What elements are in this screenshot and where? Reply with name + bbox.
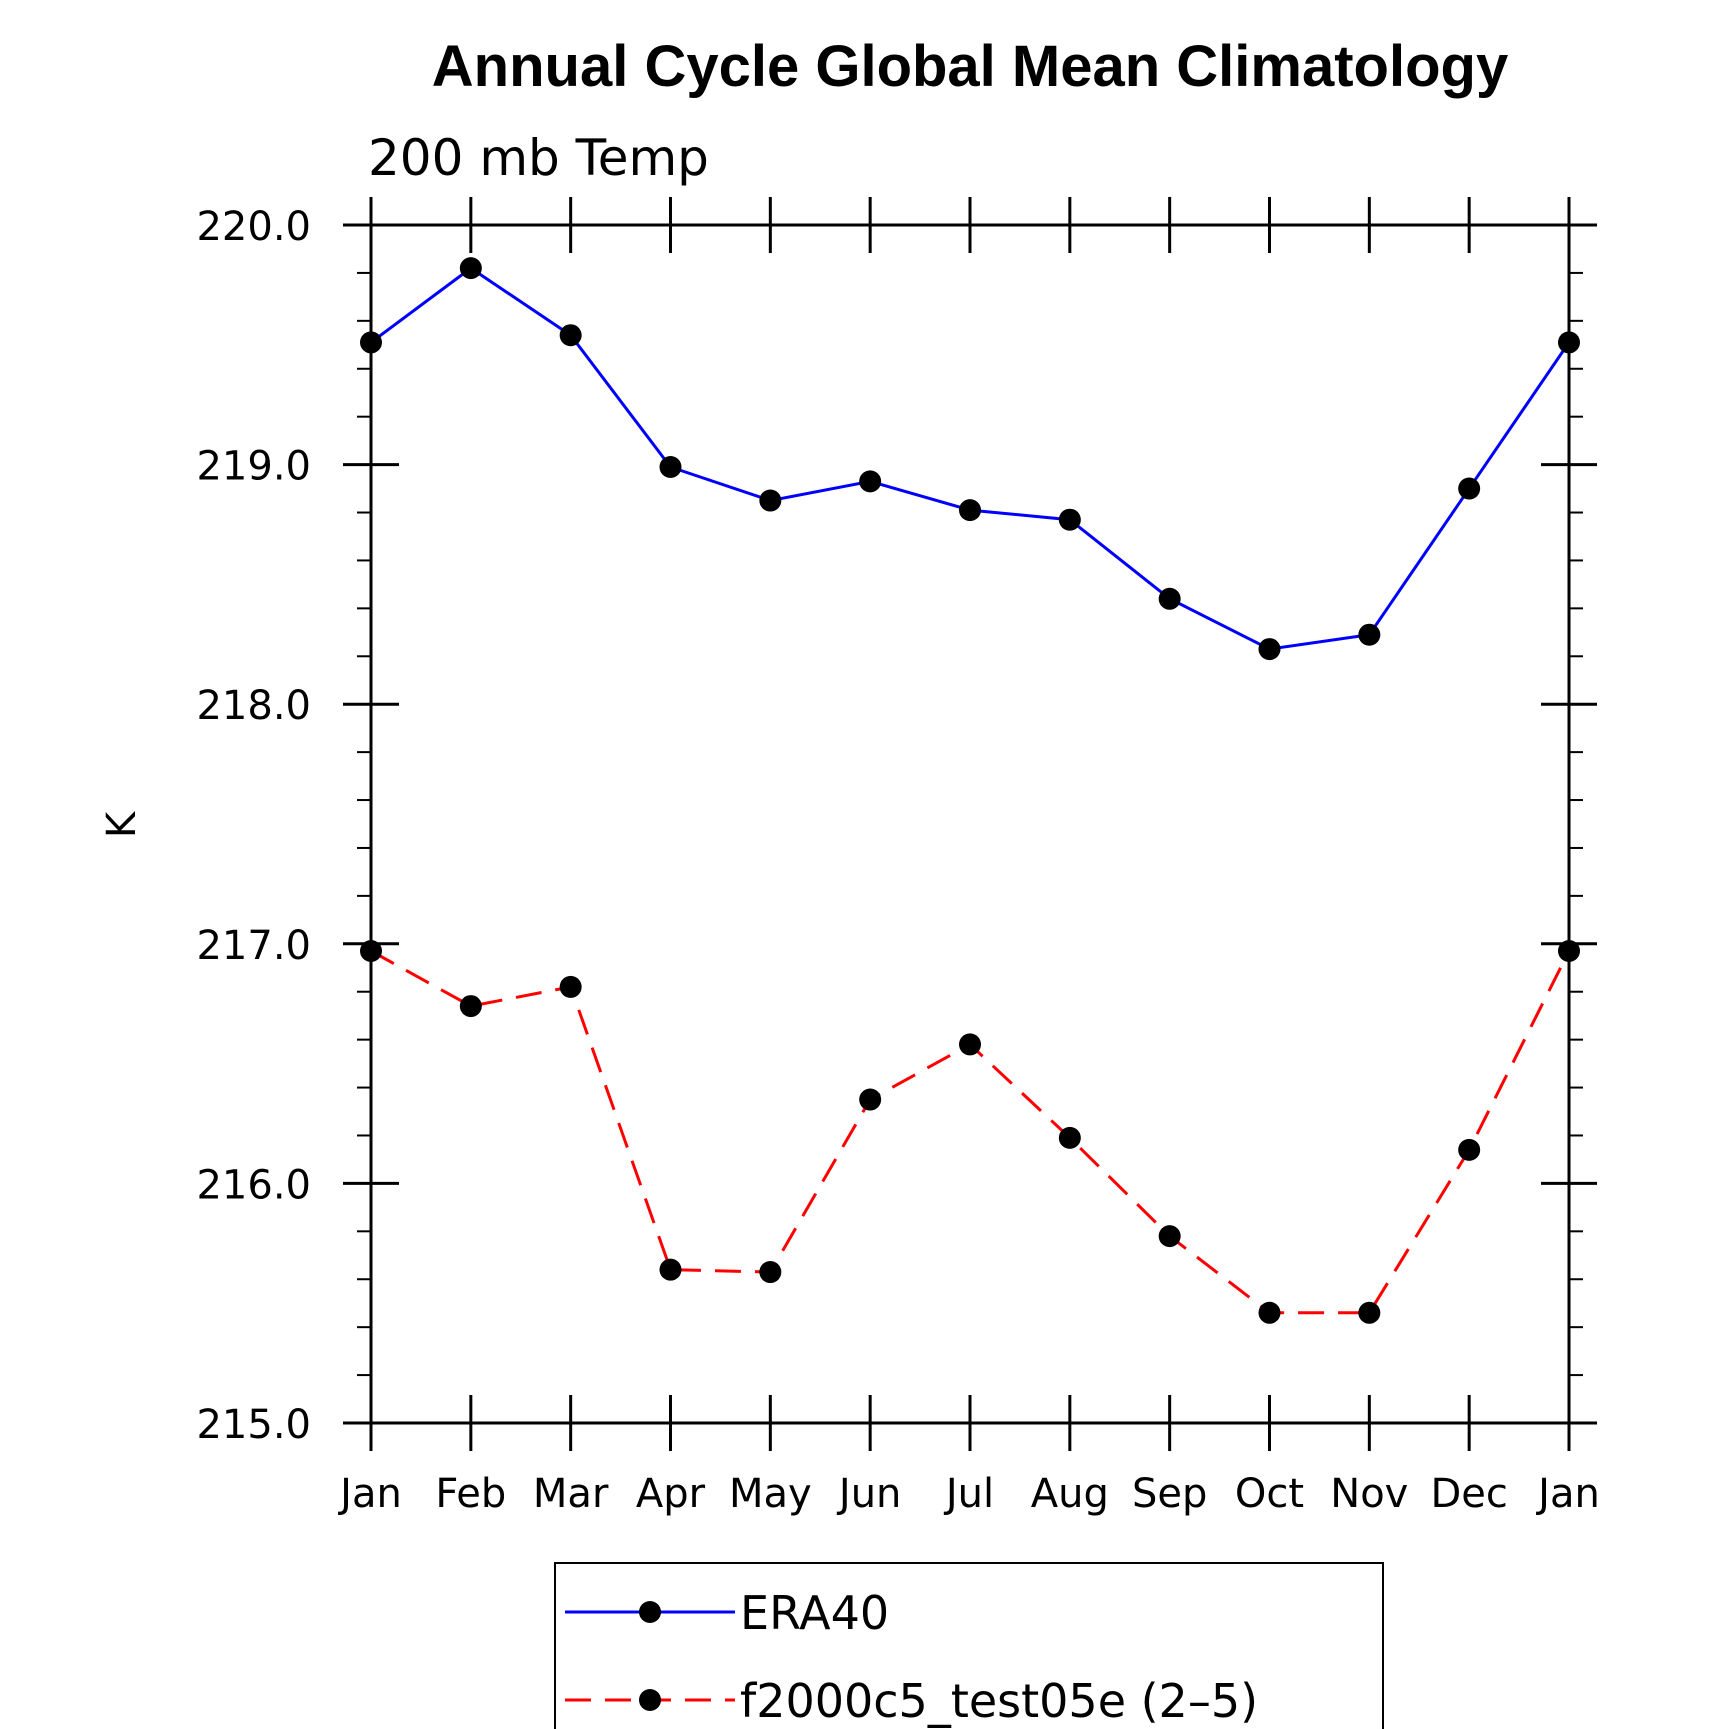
legend-label-1: ERA40: [740, 1586, 889, 1640]
data-point: [1258, 1301, 1281, 1324]
data-point: [1458, 477, 1481, 500]
chart-subtitle: 200 mb Temp: [368, 129, 709, 187]
data-point: [1558, 939, 1580, 962]
data-point: [859, 1088, 882, 1111]
x-tick-label: Jan: [337, 1471, 402, 1517]
data-point: [1358, 623, 1381, 646]
data-point: [759, 489, 782, 512]
axis-ticks: [343, 197, 1597, 1451]
data-point: [1258, 638, 1281, 661]
x-tick-label: Feb: [435, 1471, 506, 1517]
data-point: [559, 975, 582, 998]
x-tick-label: Nov: [1330, 1471, 1408, 1517]
data-point: [360, 331, 382, 354]
series-line: [370, 266, 1571, 651]
legend-marker-2: [639, 1689, 661, 1711]
chart-title: Annual Cycle Global Mean Climatology: [432, 34, 1508, 99]
y-tick-label: 219.0: [196, 444, 311, 490]
x-tick-label: Mar: [533, 1471, 609, 1517]
data-point: [1358, 1301, 1381, 1324]
data-point: [759, 1261, 782, 1284]
data-point: [659, 1258, 682, 1281]
data-point: [1458, 1138, 1481, 1161]
y-axis-label: K: [99, 810, 145, 838]
data-point: [659, 455, 682, 478]
data-point: [1158, 1225, 1181, 1248]
data-point: [1058, 508, 1081, 531]
y-tick-label: 218.0: [196, 683, 311, 729]
y-tick-label: 217.0: [196, 923, 311, 969]
y-tick-label: 220.0: [196, 204, 311, 250]
legend-marker-1: [639, 1601, 661, 1623]
data-point: [859, 470, 882, 493]
series-2: [360, 939, 1580, 1324]
y-tick-label: 215.0: [196, 1402, 311, 1448]
x-tick-label: Apr: [636, 1471, 706, 1517]
x-tick-label: Jun: [836, 1471, 902, 1517]
legend-label-2: f2000c5_test05e (2–5): [740, 1674, 1258, 1728]
legend: ERA40 f2000c5_test05e (2–5): [554, 1562, 1384, 1729]
data-point: [1558, 331, 1580, 354]
x-tick-labels: Jan Feb Mar Apr May Jun Jul Aug Sep Oct Nov Dec Jan: [337, 1471, 1600, 1517]
series-layer: [360, 257, 1580, 1324]
x-tick-label: Oct: [1235, 1471, 1304, 1517]
y-tick-label: 216.0: [196, 1162, 311, 1208]
data-point: [459, 257, 482, 280]
y-tick-labels: 215.0 216.0 217.0 218.0 219.0 220.0: [196, 204, 311, 1448]
x-tick-label: Aug: [1031, 1471, 1109, 1517]
data-point: [1158, 587, 1181, 610]
data-point: [360, 939, 382, 962]
x-tick-label: May: [729, 1471, 812, 1517]
data-point: [1058, 1126, 1081, 1149]
data-point: [959, 499, 981, 522]
data-point: [959, 1033, 981, 1056]
x-tick-label: Jul: [943, 1471, 994, 1517]
x-tick-label: Sep: [1132, 1471, 1207, 1517]
data-point: [459, 995, 482, 1018]
plot-frame: [369, 223, 1571, 1425]
x-tick-label: Jan: [1535, 1471, 1600, 1517]
x-tick-label: Dec: [1430, 1471, 1507, 1517]
data-point: [559, 324, 582, 347]
series-1: [360, 257, 1580, 661]
series-line: [370, 949, 1571, 1315]
